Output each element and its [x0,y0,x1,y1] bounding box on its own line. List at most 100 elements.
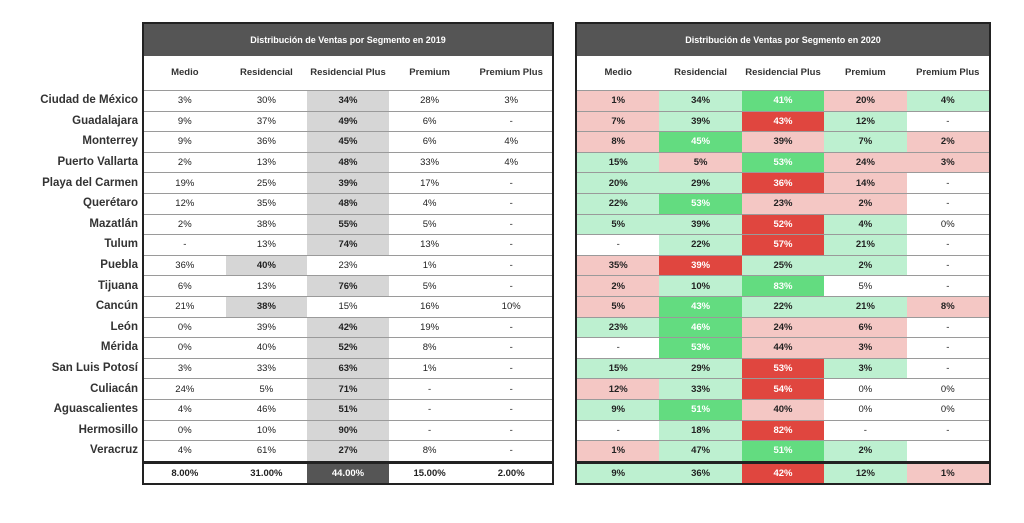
table-cell: - [470,440,552,461]
table-cell: 12% [144,193,226,214]
table-cell: 5% [577,296,660,317]
table-cell: 0% [144,337,226,358]
table-cell: 36% [225,131,308,152]
table-cell: - [470,213,552,235]
table-cell: 40% [741,399,825,420]
table-cell: 53% [741,151,825,173]
table-cell: - [906,254,989,276]
table-cell: 1% [388,357,471,379]
table-cell: 1% [577,90,660,111]
table-cell: 0% [144,316,226,338]
table-cell: 4% [144,399,226,420]
table-cell: 24% [144,378,226,399]
table-cell: 36% [144,254,226,276]
table-cell: 8% [577,131,660,152]
table-cell: 2% [824,440,907,461]
table-cell: 27% [307,440,389,461]
total-cell: 8.00% [144,463,226,483]
column-header: Residencial Plus [745,66,821,78]
table-cell: 2% [144,151,226,173]
total-cell: 9% [577,463,660,483]
table-cell: 90% [307,419,389,441]
table-cell: 1% [388,254,471,276]
row-label: Veracruz [90,444,138,457]
table-cell: 48% [307,193,389,214]
row-label: Culiacán [90,382,138,395]
table-cell: 52% [307,337,389,358]
table-cell: 6% [388,110,471,132]
table-cell: 5% [388,213,471,235]
row-label: Guadalajara [72,114,138,127]
table-cell: - [470,378,552,399]
table-cell: 2% [906,131,989,152]
row-label: Aguascalientes [53,403,138,416]
table-cell: 33% [659,378,742,399]
table-cell: - [906,316,989,338]
table-cell: 39% [741,131,825,152]
table-cell: 38% [225,213,308,235]
table-cell [906,440,989,461]
table-cell: 0% [144,419,226,441]
table-cell: 6% [824,316,907,338]
row-label: Querétaro [83,197,138,210]
table-cell: 35% [225,193,308,214]
table-cell: - [388,399,471,420]
row-label: Mérida [100,341,138,354]
column-header: Residencial [674,66,727,78]
table-cell: 20% [577,172,660,193]
table-cell: 8% [388,337,471,358]
column-header: Premium Plus [479,66,543,78]
table-cell: 53% [741,357,825,379]
table-cell: - [906,193,989,214]
table-cell: - [577,234,660,255]
table-cell: - [577,337,660,358]
table-cell: 43% [741,110,825,132]
table-cell: 22% [741,296,825,317]
table-cell: 5% [824,275,907,296]
column-header: Medio [604,66,632,78]
table-cell: 2% [577,275,660,296]
table-cell: - [470,110,552,132]
column-header: Residencial [239,66,293,78]
table-cell: - [577,419,660,441]
table-cell: 4% [470,131,552,152]
total-cell: 15.00% [388,463,471,483]
table-cell: 39% [307,172,389,193]
table-cell: 37% [225,110,308,132]
table-cell: 15% [577,357,660,379]
column-header: Medio [171,66,199,78]
column-header: Premium [845,66,886,78]
table-cell: 20% [824,90,907,111]
row-label: San Luis Potosí [51,362,138,375]
table-cell: 38% [225,296,308,317]
table-cell: 3% [906,151,989,173]
table-cell: - [470,254,552,276]
total-cell: 42% [741,463,825,483]
table-cell: 2% [824,254,907,276]
table-cell: 48% [307,151,389,173]
table-cell: 5% [225,378,308,399]
table-cell: 23% [307,254,389,276]
table-cell: 74% [307,234,389,255]
table-cell: 0% [906,213,989,235]
table-cell: 76% [307,275,389,296]
table-cell: 4% [906,90,989,111]
table-cell: - [470,234,552,255]
table-cell: 24% [741,316,825,338]
table-frame [142,22,554,485]
table-cell: - [144,234,226,255]
table-cell: 10% [225,419,308,441]
table-cell: 22% [659,234,742,255]
table-cell: 3% [144,90,226,111]
table-cell: - [906,357,989,379]
table-cell: 5% [388,275,471,296]
row-label: Mazatlán [89,217,138,230]
column-header: Premium Plus [916,66,980,78]
table-cell: 71% [307,378,389,399]
column-header: Premium [409,66,450,78]
table-cell: - [470,172,552,193]
table-cell: 61% [225,440,308,461]
table-cell: 5% [659,151,742,173]
table-cell: - [388,378,471,399]
table-cell: 4% [824,213,907,235]
